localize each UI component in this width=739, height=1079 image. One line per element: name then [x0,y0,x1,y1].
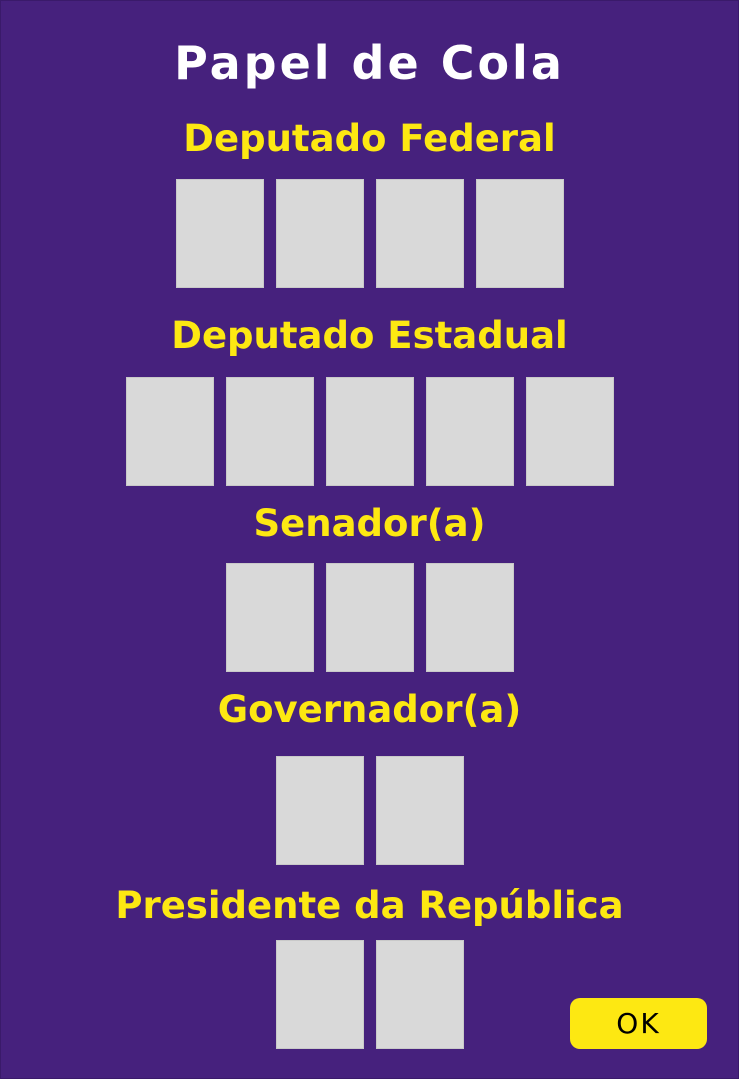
digit-box[interactable] [125,377,214,486]
digit-box[interactable] [375,756,464,865]
digit-box[interactable] [475,179,564,288]
section-label-senador: Senador(a) [253,502,486,545]
digit-box[interactable] [425,377,514,486]
section-label-deputado-federal: Deputado Federal [183,117,556,160]
digit-box[interactable] [225,563,314,672]
digit-box[interactable] [325,563,414,672]
digit-box[interactable] [425,563,514,672]
page-title: Papel de Cola [174,36,565,90]
digit-row-presidente [0,940,739,1049]
digit-box[interactable] [175,179,264,288]
digit-row-deputado-estadual [0,377,739,486]
section-label-deputado-estadual: Deputado Estadual [171,314,568,357]
digit-box[interactable] [275,179,364,288]
section-label-presidente: Presidente da República [115,884,624,927]
digit-box[interactable] [225,377,314,486]
digit-row-deputado-federal [0,179,739,288]
digit-box[interactable] [325,377,414,486]
digit-box[interactable] [375,179,464,288]
digit-row-governador [0,756,739,865]
section-label-governador: Governador(a) [217,688,522,731]
digit-box[interactable] [275,756,364,865]
digit-box[interactable] [275,940,364,1049]
digit-box[interactable] [525,377,614,486]
digit-row-senador [0,563,739,672]
digit-box[interactable] [375,940,464,1049]
ok-button[interactable]: OK [570,998,707,1049]
